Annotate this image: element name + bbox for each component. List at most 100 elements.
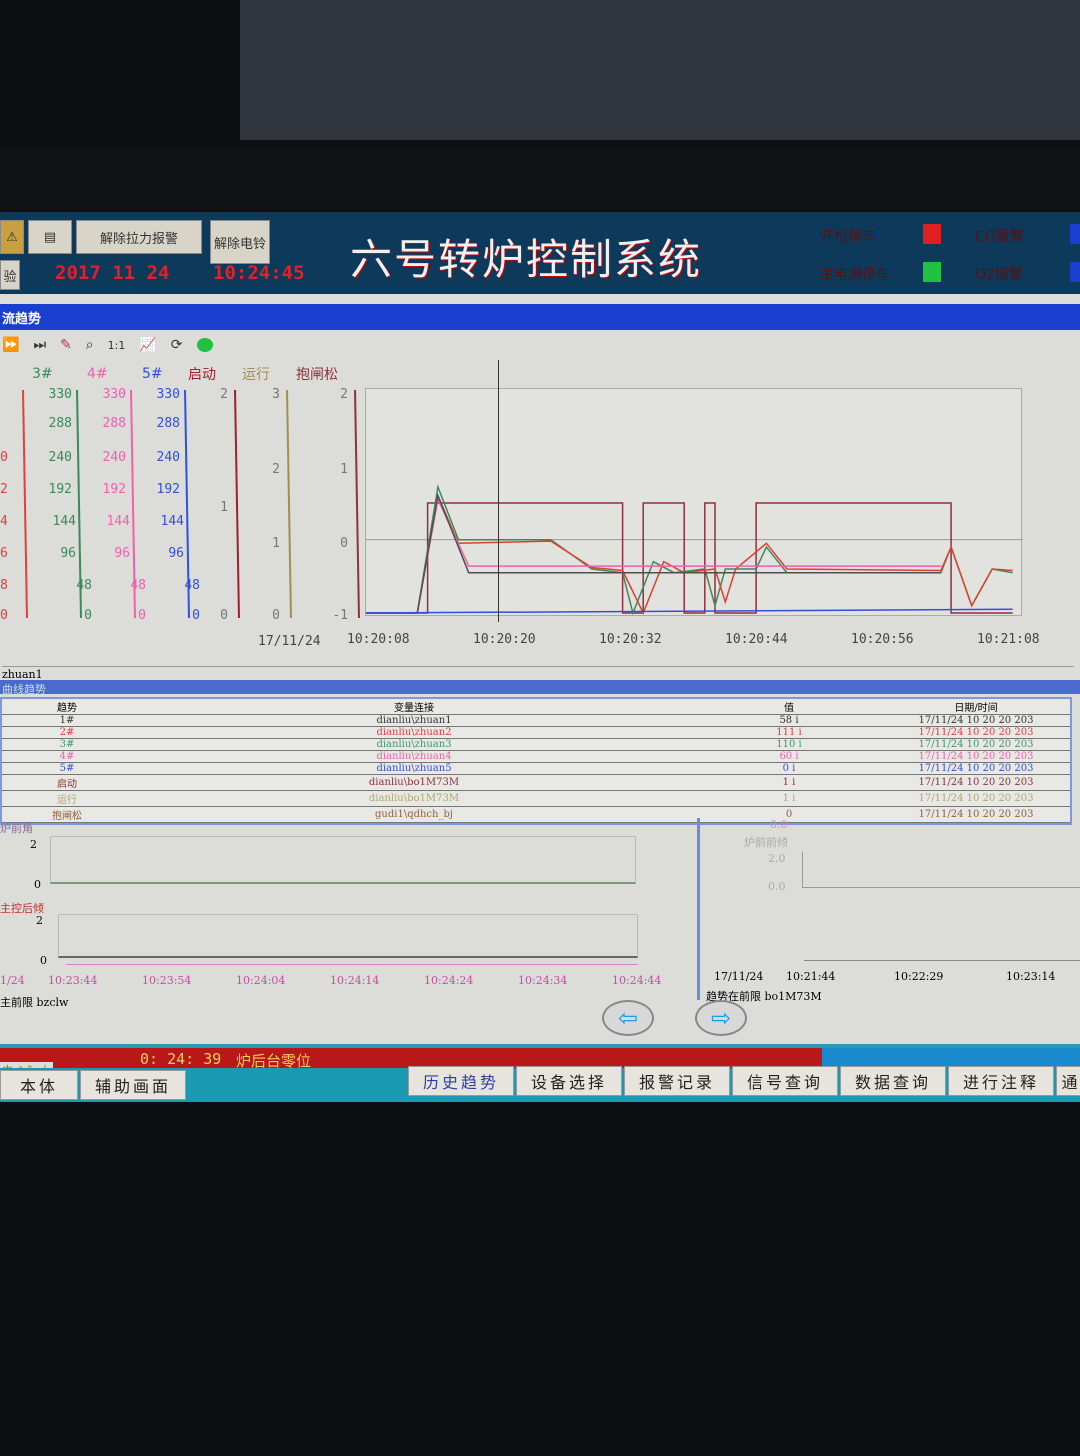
nav-button[interactable]: 设备选择 bbox=[516, 1066, 622, 1096]
nav-button[interactable]: 信号查询 bbox=[732, 1066, 838, 1096]
cell-tag: dianliu\zhuan2 bbox=[132, 726, 696, 739]
cell-value: 111 i bbox=[696, 726, 882, 739]
nav-button[interactable]: 辅助画面 bbox=[80, 1070, 186, 1100]
lower-left-panel: 炉前角 2 0 主控后倾 2 0 1/24 10:23:44 10:23:54 10… bbox=[0, 818, 700, 1009]
table-row[interactable]: 4# dianliu\zhuan4 60 i 17/11/24 10 20 20 20… bbox=[2, 750, 1070, 763]
cell-time: 17/11/24 10 20 20 203 bbox=[882, 714, 1070, 727]
x-tick: 10:23:54 bbox=[142, 974, 192, 987]
y-tick: 240 bbox=[102, 450, 126, 465]
y-tick: 192 bbox=[48, 482, 72, 497]
arrow-left-icon: ⇦ bbox=[617, 1004, 639, 1032]
pen-label-4: 4# bbox=[87, 366, 108, 382]
y-tick: 48 bbox=[130, 578, 146, 593]
table-row[interactable]: 2# dianliu\zhuan2 111 i 17/11/24 10 20 20 2… bbox=[2, 726, 1070, 739]
cell-pen: 1# bbox=[2, 714, 132, 727]
trend-series-3 bbox=[366, 496, 941, 614]
table-row[interactable]: 5# dianliu\zhuan5 0 i 17/11/24 10 20 20 203 bbox=[2, 762, 1070, 775]
x-tick: 10:20:08 bbox=[347, 632, 410, 647]
trend-series-1 bbox=[366, 484, 1013, 616]
mini-chart-3[interactable] bbox=[802, 852, 1080, 888]
cell-pen: 4# bbox=[2, 750, 132, 763]
nav-button[interactable]: 数据查询 bbox=[840, 1066, 946, 1096]
x-tick: 10:21:08 bbox=[977, 632, 1040, 647]
table-row[interactable]: 启动 dianliu\bo1M73M 1 i 17/11/24 10 20 20 20… bbox=[2, 774, 1070, 791]
trend-series-5 bbox=[365, 608, 1013, 614]
nav-button[interactable]: 进行注释 bbox=[948, 1066, 1054, 1096]
x-tick: 10:24:44 bbox=[612, 974, 662, 987]
one-to-one-icon[interactable]: 1:1 bbox=[107, 338, 126, 352]
background-document bbox=[240, 0, 1080, 140]
x-date-label: 17/11/24 bbox=[258, 634, 321, 649]
x-axis bbox=[66, 964, 638, 965]
table-row[interactable]: 运行 dianliu\bo1M73M 1 i 17/11/24 10 20 20 20… bbox=[2, 790, 1070, 807]
trend-series-0 bbox=[366, 502, 1013, 614]
chart-icon[interactable]: 📈 bbox=[139, 337, 157, 353]
status-label: 开机停车 bbox=[820, 229, 876, 245]
table-title: 曲线趋势 bbox=[2, 683, 46, 696]
y-tick: 0 bbox=[138, 608, 146, 623]
release-bell-button[interactable]: 解除电铃 bbox=[210, 220, 270, 264]
nav-button[interactable]: 历史趋势 bbox=[408, 1066, 514, 1096]
left-button[interactable]: 验 bbox=[0, 260, 20, 290]
y-tick: 96 bbox=[168, 546, 184, 561]
alarm-bar[interactable] bbox=[0, 1048, 822, 1068]
x-tick: 10:20:32 bbox=[599, 632, 662, 647]
skip-end-icon[interactable]: ⏭ bbox=[33, 337, 47, 353]
cell-time: 17/11/24 10 20 20 203 bbox=[882, 806, 1070, 823]
y-tick: 1 bbox=[272, 536, 280, 551]
cursor-line[interactable] bbox=[498, 360, 499, 622]
arrow-right-icon: ⇨ bbox=[710, 1004, 732, 1032]
mini-chart-1[interactable] bbox=[50, 836, 636, 884]
trend-toolbar: ⏩ ⏭ ✎ ⌕ 1:1 📈 ⟳ bbox=[0, 332, 1080, 358]
fast-forward-icon[interactable]: ⏩ bbox=[2, 337, 20, 353]
nav-button[interactable]: 本体 bbox=[0, 1070, 78, 1100]
y-tick: 0 bbox=[220, 608, 228, 623]
cell-value: 0 bbox=[696, 806, 882, 823]
y-tick: 96 bbox=[60, 546, 76, 561]
next-button[interactable]: ⇨ bbox=[695, 1000, 747, 1036]
y-tick: 4 bbox=[0, 514, 8, 529]
table-row[interactable]: 1# dianliu\zhuan1 58 i 17/11/24 10 20 20 20… bbox=[2, 714, 1070, 727]
trend-table: 趋势 变量连接 值 日期/时间 1# dianliu\zhuan1 58 i 17/1… bbox=[0, 697, 1072, 825]
table-row[interactable]: 3# dianliu\zhuan3 110 i 17/11/24 10 20 20 2… bbox=[2, 738, 1070, 751]
pens-icon[interactable]: ✎ bbox=[60, 337, 72, 353]
alarm-time: 0: 24: 39 bbox=[140, 1050, 222, 1068]
col-header: 日期/时间 bbox=[882, 699, 1070, 715]
table-row[interactable]: 抱闸松 gudi1\qdhch_bj 0 17/11/24 10 20 20 203 bbox=[2, 806, 1070, 823]
y-tick: 192 bbox=[102, 482, 126, 497]
y-tick: 96 bbox=[114, 546, 130, 561]
zoom-icon[interactable]: ⌕ bbox=[85, 337, 94, 353]
cell-tag: dianliu\zhuan4 bbox=[132, 750, 696, 763]
y-tick: 0 bbox=[0, 450, 8, 465]
date-display: 2017 11 24 bbox=[55, 262, 170, 284]
alarm-icon[interactable]: ⚠ bbox=[0, 220, 24, 254]
status-lamp-red bbox=[923, 224, 941, 244]
chart-label: 主控后倾 bbox=[0, 902, 44, 915]
online-icon[interactable] bbox=[196, 338, 213, 352]
hmi-screen: ⚠ ▤ 解除拉力报警 解除电铃 验 2017 11 24 10:24:45 六号… bbox=[0, 212, 1080, 1102]
cell-tag: gudi1\qdhch_bj bbox=[132, 806, 696, 823]
y-tick: 0 bbox=[34, 878, 41, 891]
nav-button[interactable]: 报警记录 bbox=[624, 1066, 730, 1096]
col-header: 趋势 bbox=[2, 699, 132, 715]
y-tick: -1 bbox=[332, 608, 348, 623]
nav-button[interactable]: 通 bbox=[1056, 1066, 1080, 1096]
trend-series-2 bbox=[366, 493, 1013, 615]
time-display: 10:24:45 bbox=[213, 262, 305, 284]
x-date: 1/24 bbox=[0, 974, 25, 987]
pen-label-baozhasong: 抱闸松 bbox=[296, 367, 338, 383]
y-tick: 0 bbox=[340, 536, 348, 551]
trend-plot[interactable] bbox=[365, 388, 1023, 616]
y-tick: 144 bbox=[106, 514, 130, 529]
x-tick: 10:20:20 bbox=[473, 632, 536, 647]
silence-alarm-button[interactable]: 解除拉力报警 bbox=[76, 220, 202, 254]
printer-icon[interactable]: ▤ bbox=[28, 220, 72, 254]
alarm-bar-right bbox=[822, 1048, 1080, 1068]
refresh-icon[interactable]: ⟳ bbox=[170, 337, 183, 353]
status-lamp-blue bbox=[1070, 224, 1080, 244]
x-tick: 10:24:04 bbox=[236, 974, 286, 987]
y-tick: 2 bbox=[220, 387, 228, 402]
y-tick: 288 bbox=[156, 416, 180, 431]
previous-button[interactable]: ⇦ bbox=[602, 1000, 654, 1036]
mini-chart-2[interactable] bbox=[58, 914, 638, 958]
